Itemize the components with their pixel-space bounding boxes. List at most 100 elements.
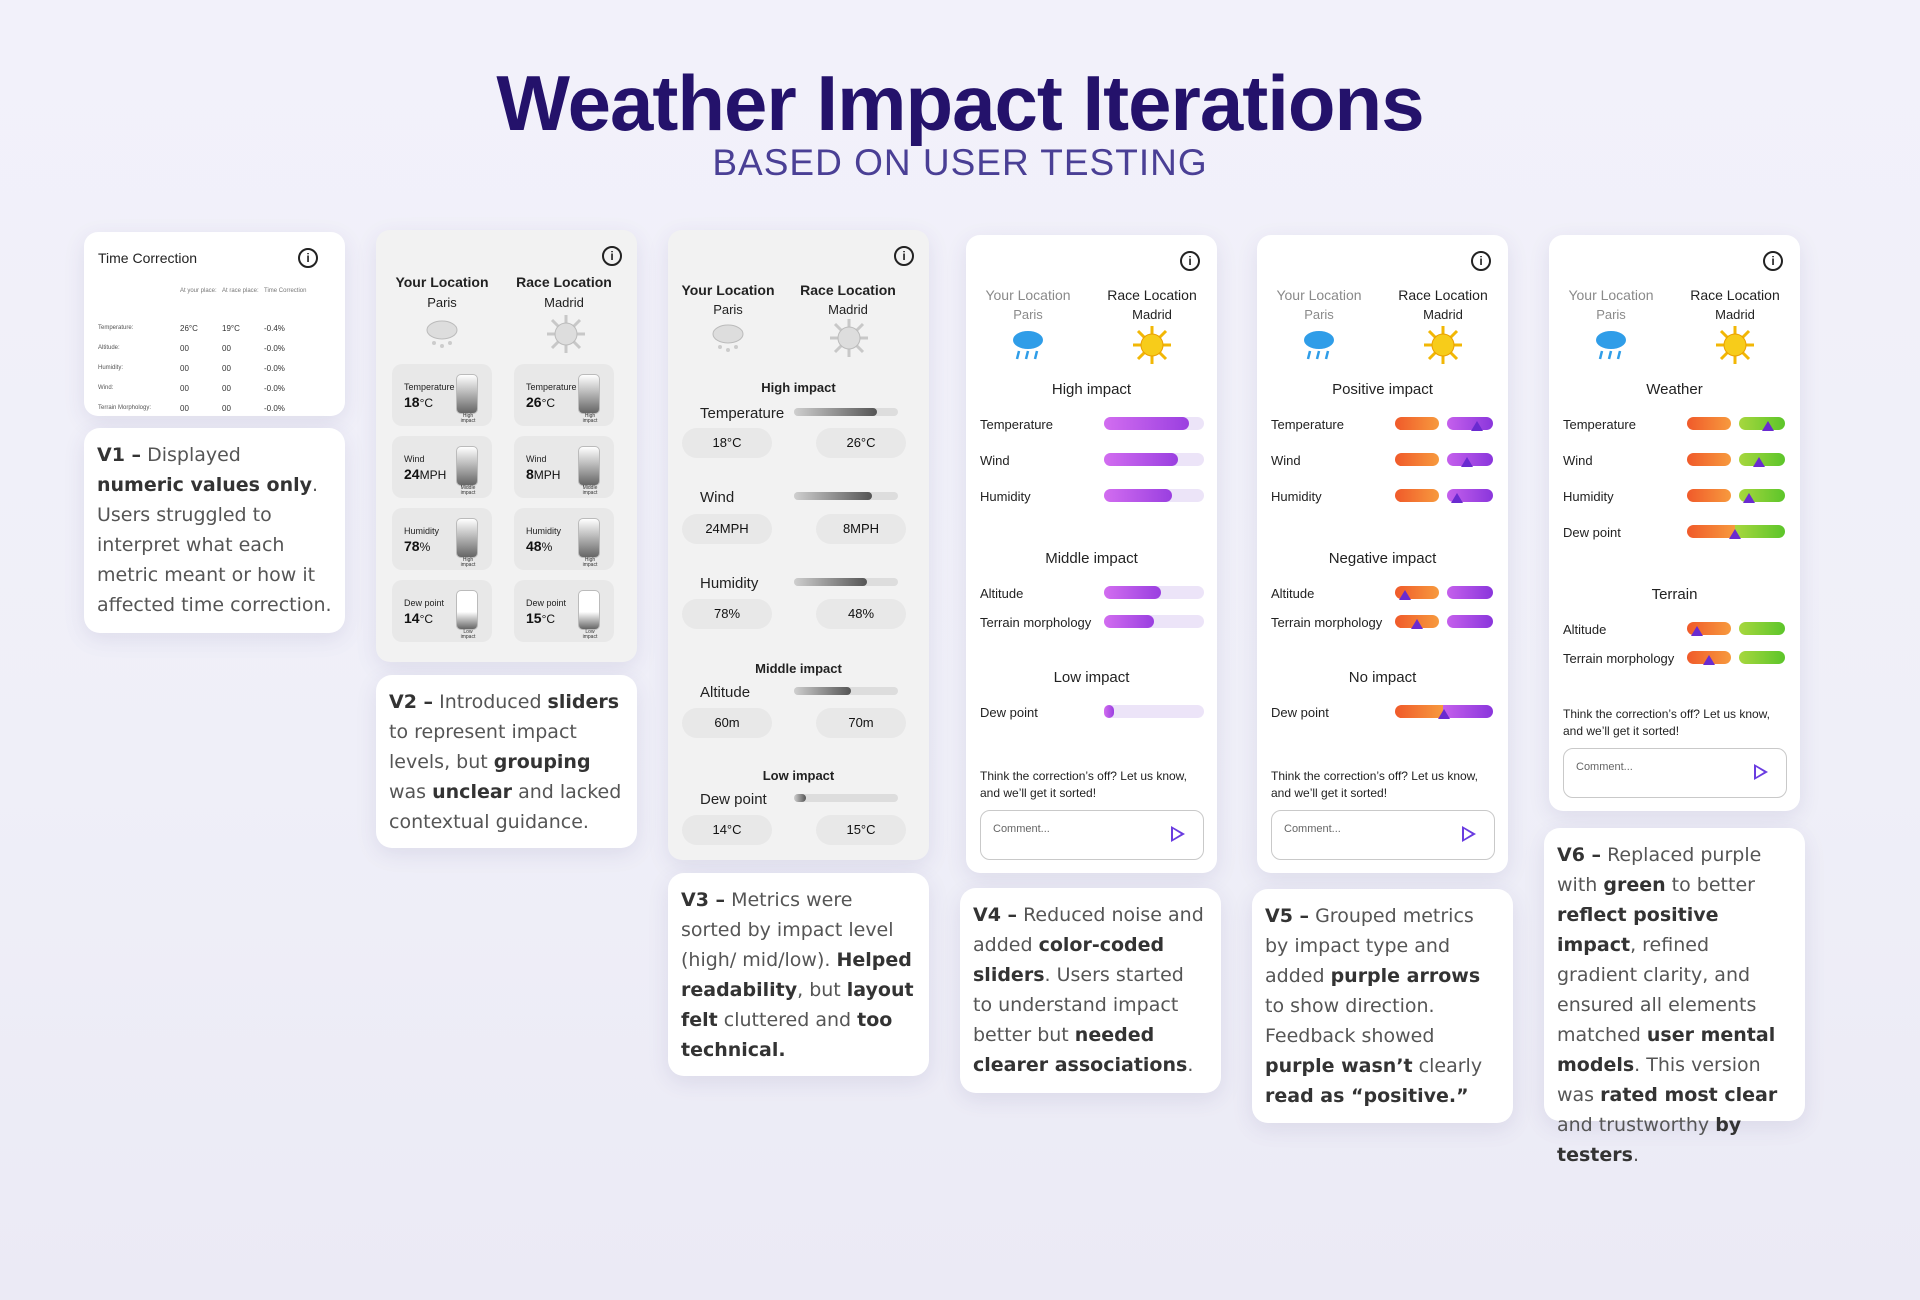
impact-slider	[456, 518, 478, 558]
value-pill: 18°C	[682, 428, 772, 458]
negative-segment	[1395, 417, 1439, 430]
metric-label: Terrain morphology	[980, 615, 1092, 630]
metric-label: Humidity	[1271, 489, 1322, 504]
race-city: Madrid	[1132, 307, 1172, 322]
section-title-low: Low impact	[762, 768, 835, 783]
metric-label: Altitude	[1271, 586, 1315, 601]
table-row: Temperature: 26°C 19°C -0.4%	[98, 323, 285, 333]
send-icon[interactable]	[1462, 826, 1476, 842]
positive-segment	[1447, 586, 1493, 599]
metric-tile: Temperature 26°C High impact	[514, 364, 614, 426]
arrow-marker-icon	[1411, 619, 1423, 629]
value-pill: 70m	[816, 708, 906, 738]
comment-placeholder: Comment...	[993, 823, 1050, 835]
impact-bar	[794, 794, 898, 802]
v6-card: i Your Location Paris Race Location Madr…	[1549, 235, 1800, 811]
your-city: Paris	[1304, 307, 1334, 322]
metric-tile: Temperature 18°C High impact	[392, 364, 492, 426]
arrow-marker-icon	[1753, 457, 1765, 467]
impact-slider	[578, 590, 600, 630]
feedback-prompt: Think the correction’s off? Let us know,…	[1563, 707, 1771, 738]
info-icon[interactable]: i	[298, 248, 318, 268]
v4-description: V4 – Reduced noise and added color-coded…	[960, 888, 1221, 1093]
v3-card: i Your Location Paris Race Location Madr…	[668, 230, 929, 860]
metric-tile: Wind 24MPH Middle impact	[392, 436, 492, 498]
positive-segment	[1447, 417, 1493, 430]
metric-label: Temperature	[700, 405, 785, 422]
v1-card: Time Correction i At your place: At race…	[84, 232, 345, 416]
rain-cloud-icon	[712, 324, 744, 352]
metric-label: Terrain morphology	[1271, 615, 1383, 630]
negative-segment	[1395, 489, 1439, 502]
positive-segment	[1739, 622, 1785, 635]
arrow-marker-icon	[1743, 493, 1755, 503]
sun-icon	[1716, 326, 1754, 364]
positive-segment	[1739, 651, 1785, 664]
metric-label: Temperature	[980, 417, 1053, 432]
comment-input[interactable]: Comment...	[1563, 748, 1787, 798]
impact-slider	[1104, 705, 1204, 718]
info-icon[interactable]: i	[894, 246, 914, 266]
table-row: Wind: 00 00 -0.0%	[98, 383, 285, 393]
positive-segment	[1735, 525, 1785, 538]
v5-description: V5 – Grouped metrics by impact type and …	[1252, 889, 1513, 1123]
section-title-middle: Middle impact	[1045, 550, 1138, 567]
metric-label: Wind	[980, 453, 1010, 468]
metric-label: Altitude	[700, 684, 751, 701]
positive-segment	[1447, 615, 1493, 628]
impact-slider	[456, 446, 478, 486]
metric-label: Altitude	[980, 586, 1024, 601]
impact-bar	[794, 492, 898, 500]
arrow-marker-icon	[1461, 457, 1473, 467]
metric-label: Temperature	[1563, 417, 1636, 432]
race-city: Madrid	[1715, 307, 1755, 322]
metric-label: Dew point	[700, 791, 767, 808]
metric-tile: Humidity 48% High impact	[514, 508, 614, 570]
col-header: At your place:	[180, 288, 217, 294]
info-icon[interactable]: i	[1471, 251, 1491, 271]
value-pill: 14°C	[682, 815, 772, 845]
arrow-marker-icon	[1471, 421, 1483, 431]
your-location-label: Your Location	[1568, 287, 1654, 303]
info-icon[interactable]: i	[1763, 251, 1783, 271]
value-pill: 8MPH	[816, 514, 906, 544]
metric-label: Humidity	[980, 489, 1031, 504]
section-title-negative: Negative impact	[1328, 550, 1437, 567]
comment-input[interactable]: Comment...	[1271, 810, 1495, 860]
metric-label: Temperature	[1271, 417, 1344, 432]
your-city: Paris	[1013, 307, 1043, 322]
negative-segment	[1395, 705, 1443, 718]
your-city: Paris	[427, 295, 457, 310]
impact-slider	[456, 590, 478, 630]
comment-input[interactable]: Comment...	[980, 810, 1204, 860]
value-pill: 24MPH	[682, 514, 772, 544]
value-pill: 26°C	[816, 428, 906, 458]
comment-placeholder: Comment...	[1576, 761, 1633, 773]
v4-card: i Your Location Paris Race Location Madr…	[966, 235, 1217, 873]
info-icon[interactable]: i	[602, 246, 622, 266]
race-city: Madrid	[1423, 307, 1463, 322]
feedback-prompt: Think the correction’s off? Let us know,…	[980, 769, 1188, 800]
sun-icon	[1133, 326, 1171, 364]
page-subtitle: BASED ON USER TESTING	[712, 142, 1208, 183]
v1-card-title: Time Correction	[98, 250, 198, 266]
metric-tile: Dew point 14°C Low impact	[392, 580, 492, 642]
impact-slider	[578, 374, 600, 414]
metric-label: Dew point	[980, 705, 1038, 720]
your-location-label: Your Location	[681, 282, 775, 298]
col-header: At race place:	[222, 288, 259, 294]
race-location-label: Race Location	[800, 282, 896, 298]
send-icon[interactable]	[1754, 764, 1768, 780]
send-icon[interactable]	[1171, 826, 1185, 842]
impact-slider	[578, 446, 600, 486]
metric-label: Altitude	[1563, 622, 1607, 637]
arrow-marker-icon	[1399, 590, 1411, 600]
v2-description: V2 – Introduced sliders to represent imp…	[376, 675, 637, 848]
sun-icon	[830, 319, 868, 357]
v5-card: i Your Location Paris Race Location Madr…	[1257, 235, 1508, 873]
info-icon[interactable]: i	[1180, 251, 1200, 271]
feedback-prompt: Think the correction’s off? Let us know,…	[1271, 769, 1479, 800]
race-city: Madrid	[544, 295, 584, 310]
metric-label: Dew point	[1271, 705, 1329, 720]
impact-slider	[1104, 417, 1204, 430]
